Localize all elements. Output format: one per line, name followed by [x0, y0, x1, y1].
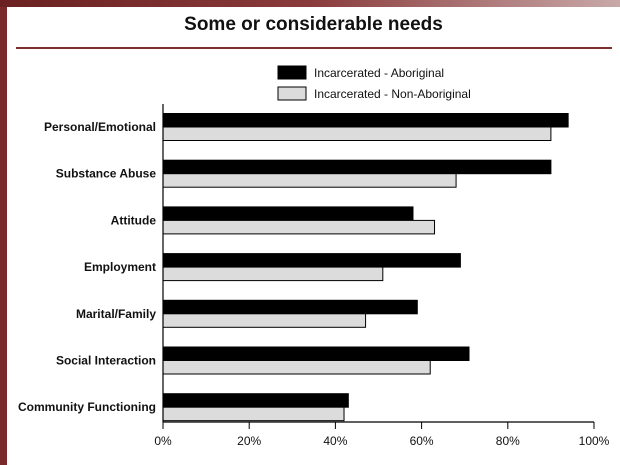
- category-label: Marital/Family: [76, 307, 156, 321]
- bar-aboriginal-3: [162, 253, 461, 268]
- x-tick-label: 20%: [237, 434, 261, 448]
- bar-non-aboriginal-1: [162, 173, 457, 188]
- bar-non-aboriginal-3: [162, 266, 384, 282]
- x-tick-label: 60%: [410, 434, 434, 448]
- legend-swatch-aboriginal: [277, 65, 307, 80]
- legend-label-non-aboriginal: Incarcerated - Non-Aboriginal: [314, 87, 471, 101]
- bar-non-aboriginal-5: [162, 360, 431, 375]
- category-label: Substance Abuse: [56, 167, 157, 181]
- category-label: Social Interaction: [56, 354, 156, 368]
- top-header-strip: [0, 0, 620, 7]
- bar-non-aboriginal-4: [162, 313, 367, 328]
- bar-aboriginal-1: [162, 159, 552, 175]
- chart-title: Some or considerable needs: [184, 14, 443, 35]
- legend-label-aboriginal: Incarcerated - Aboriginal: [314, 66, 444, 80]
- category-label: Personal/Emotional: [44, 120, 156, 134]
- bar-non-aboriginal-0: [162, 126, 552, 141]
- left-accent-rail: [0, 7, 7, 465]
- bar-non-aboriginal-2: [162, 219, 436, 235]
- bar-aboriginal-2: [162, 206, 414, 221]
- x-tick-label: 40%: [323, 434, 347, 448]
- category-label: Community Functioning: [18, 400, 156, 414]
- legend-swatch-non-aboriginal: [277, 86, 307, 101]
- bar-aboriginal-6: [162, 393, 349, 408]
- category-label: Attitude: [111, 213, 157, 227]
- axes-group: 0% 20% 40% 60% 80% 100%: [154, 104, 610, 448]
- bars-group: [162, 113, 569, 422]
- x-tick-label: 100%: [579, 434, 610, 448]
- category-labels: Personal/Emotional Substance Abuse Attitud…: [18, 120, 156, 414]
- bar-aboriginal-5: [162, 346, 470, 361]
- category-label: Employment: [84, 260, 156, 274]
- bar-aboriginal-0: [162, 113, 569, 128]
- x-tick-label: 0%: [154, 434, 172, 448]
- bar-non-aboriginal-6: [162, 406, 345, 422]
- x-tick-label: 80%: [496, 434, 520, 448]
- legend: Incarcerated - Aboriginal Incarcerated - …: [277, 65, 471, 101]
- bar-aboriginal-4: [162, 299, 418, 315]
- title-divider: [16, 47, 612, 49]
